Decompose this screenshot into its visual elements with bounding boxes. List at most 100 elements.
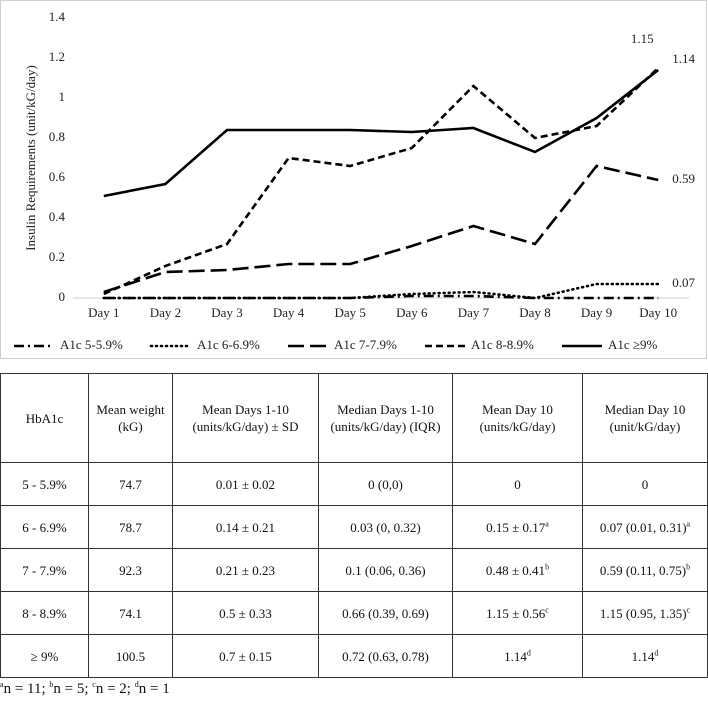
header-cell: HbA1c [0,373,89,463]
y-tick-label: 0 [59,289,66,304]
cell-text: 1.14 [631,648,655,664]
series-line [103,68,659,198]
x-tick-label: Day 7 [458,305,490,320]
footnote-text: n = 2; [95,681,135,697]
cell-superscript: c [686,605,691,615]
data-label: 0.07 [672,275,695,290]
summary-table: HbA1c Mean weight (kG) Mean Days 1-10 (uni… [0,373,708,678]
cell-text: 0.72 (0.63, 0.78) [342,648,429,664]
table-cell: 100.5 [88,634,173,678]
table-cell: 1.15 ± 0.56c [452,591,583,635]
cell-text: 6 - 6.9% [22,519,67,535]
table-cell: 74.1 [88,591,173,635]
cell-text: 0.15 ± 0.17 [486,519,546,535]
x-tick-label: Day 1 [88,305,119,320]
footnote-text: n = 5; [53,681,93,697]
cell-text: 0.5 ± 0.33 [219,605,272,621]
data-label: 1.15 [631,31,654,46]
cell-text: 0 (0,0) [368,476,403,492]
x-tick-label: Day 4 [273,305,305,320]
table-cell: 74.7 [88,462,173,506]
table-cell: 0 [582,462,708,506]
x-tick-label: Day 6 [396,305,428,320]
footnote-text: n = 11; [3,681,50,697]
x-tick-label: Day 8 [519,305,550,320]
cell-superscript: b [686,562,691,572]
table-cell: 7 - 7.9% [0,548,89,592]
header-cell: Median Days 1-10 (units/kG/day) (IQR) [318,373,453,463]
cell-superscript: c [545,605,549,615]
table-cell: 1.14d [582,634,708,678]
cell-text: 74.7 [119,476,142,492]
cell-superscript: a [686,519,691,529]
table-row: 7 - 7.9% 92.3 0.21 ± 0.23 0.1 (0.06, 0.36) 0… [0,548,708,592]
cell-text: 0 [641,476,649,492]
table-cell: 0.03 (0, 0.32) [318,505,453,549]
header-cell: Mean Days 1-10 (units/kG/day) ± SD [172,373,319,463]
chart: Insulin Requirements (unit/kG/day) 0 0.2 0… [0,0,707,359]
legend-label: A1c 6-6.9% [197,337,260,352]
cell-text: 5 - 5.9% [22,476,67,492]
cell-superscript: d [526,648,531,658]
series-line [103,67,660,296]
cell-superscript: b [545,562,550,572]
table-cell: 0.48 ± 0.41b [452,548,583,592]
y-tick-label: 0.8 [49,129,65,144]
cell-text: 0.01 ± 0.02 [215,476,276,492]
cell-text: 1.15 (0.95, 1.35) [599,605,687,621]
header-cell: Mean Day 10 (units/kG/day) [452,373,583,463]
series-line [102,282,660,300]
cell-text: 92.3 [119,562,142,578]
table-row: ≥ 9% 100.5 0.7 ± 0.15 0.72 (0.63, 0.78) 1.14… [0,634,708,678]
table-cell: 92.3 [88,548,173,592]
table-cell: 8 - 8.9% [0,591,89,635]
cell-superscript: a [545,519,549,529]
table-cell: 0.5 ± 0.33 [172,591,319,635]
footnote-superscript: a [0,680,4,689]
cell-text: 0.59 (0.11, 0.75) [599,562,687,578]
cell-text: 0 [514,476,521,492]
header-cell: Mean weight (kG) [88,373,173,463]
table-row: 5 - 5.9% 74.7 0.01 ± 0.02 0 (0,0) 0 0 [0,462,708,506]
table-cell: ≥ 9% [0,634,89,678]
legend-label: A1c 8-8.9% [471,337,534,352]
table-row: 6 - 6.9% 78.7 0.14 ± 0.21 0.03 (0, 0.32) 0.1… [0,505,708,549]
header-cell: Median Day 10 (unit/kG/day) [582,373,708,463]
cell-text: 78.7 [119,519,142,535]
y-axis-title: Insulin Requirements (unit/kG/day) [23,65,38,251]
table-cell: 0.07 (0.01, 0.31)a [582,505,708,549]
table-cell: 0.66 (0.39, 0.69) [318,591,453,635]
table-cell: 6 - 6.9% [0,505,89,549]
x-tick-label: Day 9 [581,305,612,320]
series-line [103,294,659,300]
table-cell: 0.72 (0.63, 0.78) [318,634,453,678]
cell-text: 0.7 ± 0.15 [219,648,272,664]
legend-label: A1c 7-7.9% [334,337,397,352]
table-row: 8 - 8.9% 74.1 0.5 ± 0.33 0.66 (0.39, 0.69) 1… [0,591,708,635]
data-label: 0.59 [672,171,695,186]
x-tick-label: Day 3 [211,305,242,320]
y-tick-label: 0.2 [49,249,65,264]
table-cell: 0.7 ± 0.15 [172,634,319,678]
footnote-superscript: d [134,680,139,689]
table-cell: 0 [452,462,583,506]
y-tick-label: 0.6 [49,169,66,184]
table-cell: 1.14d [452,634,583,678]
y-tick-label: 0.4 [49,209,66,224]
data-label: 1.14 [672,51,695,66]
cell-text: 0.1 (0.06, 0.36) [345,562,426,578]
footnote: an = 11; bn = 5; cn = 2; dn = 1 [0,681,170,698]
table-cell: 0 (0,0) [318,462,453,506]
cell-text: 0.07 (0.01, 0.31) [599,519,687,535]
cell-text: 0.21 ± 0.23 [215,562,276,578]
cell-text: 0.14 ± 0.21 [215,519,276,535]
legend-label: A1c 5-5.9% [60,337,123,352]
footnote-text: n = 1 [138,681,170,697]
x-tick-label: Day 10 [639,305,677,320]
table-cell: 0.15 ± 0.17a [452,505,583,549]
footnote-superscript: c [92,680,96,689]
cell-text: 0.03 (0, 0.32) [350,519,421,535]
footnote-superscript: b [49,680,54,689]
cell-text: 1.14 [504,648,527,664]
